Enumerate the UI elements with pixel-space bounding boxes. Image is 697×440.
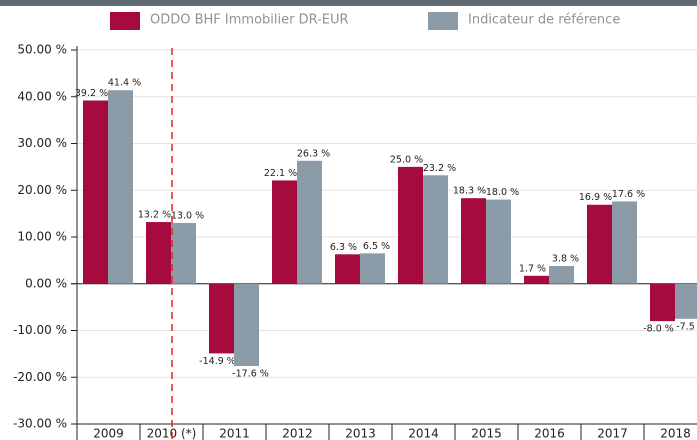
x-tick-label: 2014 bbox=[408, 427, 439, 440]
y-tick-label: -30.00 % bbox=[13, 417, 67, 431]
value-label: 41.4 % bbox=[108, 78, 141, 89]
bar bbox=[675, 283, 697, 319]
value-label: 6.5 % bbox=[363, 241, 390, 252]
bar bbox=[297, 160, 322, 284]
bar bbox=[650, 283, 675, 322]
bar bbox=[83, 100, 108, 284]
y-tick-label: 50.00 % bbox=[17, 43, 67, 57]
x-tick-label: 2012 bbox=[282, 427, 313, 440]
legend-swatch bbox=[428, 12, 458, 30]
value-label: 39.2 % bbox=[75, 88, 108, 99]
value-label: 23.2 % bbox=[423, 163, 456, 174]
y-tick-label: -10.00 % bbox=[13, 323, 67, 337]
y-tick-label: 0.00 % bbox=[25, 276, 67, 290]
bar bbox=[146, 222, 171, 284]
value-label: 3.8 % bbox=[552, 253, 579, 264]
value-label: 1.7 % bbox=[519, 263, 546, 274]
value-label: -14.9 % bbox=[199, 356, 236, 367]
y-tick-label: 30.00 % bbox=[17, 136, 67, 150]
bar bbox=[587, 204, 612, 284]
bar bbox=[209, 283, 234, 354]
value-label: 6.3 % bbox=[330, 242, 357, 253]
bar bbox=[398, 166, 423, 284]
value-label: 26.3 % bbox=[297, 148, 330, 159]
bar bbox=[524, 275, 549, 284]
bar bbox=[486, 199, 511, 284]
bar bbox=[612, 201, 637, 284]
value-label: 25.0 % bbox=[390, 154, 423, 165]
value-label: 18.3 % bbox=[453, 186, 486, 197]
bar bbox=[171, 222, 196, 284]
legend-label: ODDO BHF Immobilier DR-EUR bbox=[150, 13, 349, 28]
value-label: -17.6 % bbox=[232, 369, 269, 380]
y-tick-label: 10.00 % bbox=[17, 230, 67, 244]
y-tick-label: 40.00 % bbox=[17, 89, 67, 103]
legend-label: Indicateur de référence bbox=[468, 13, 620, 28]
value-label: 18.0 % bbox=[486, 187, 519, 198]
y-tick-label: 20.00 % bbox=[17, 183, 67, 197]
legend-swatch bbox=[110, 12, 140, 30]
value-label: 16.9 % bbox=[579, 192, 612, 203]
value-label: 22.1 % bbox=[264, 168, 297, 179]
bar bbox=[461, 198, 486, 284]
x-tick-label: 2013 bbox=[345, 427, 376, 440]
bar bbox=[234, 283, 259, 367]
value-label: 13.0 % bbox=[171, 210, 204, 221]
x-tick-label: 2011 bbox=[219, 427, 250, 440]
value-label: 17.6 % bbox=[612, 189, 645, 200]
bar bbox=[272, 180, 297, 284]
x-tick-label: 2009 bbox=[93, 427, 124, 440]
bar bbox=[108, 90, 133, 284]
x-tick-label: 2016 bbox=[534, 427, 565, 440]
bar bbox=[423, 175, 448, 284]
bar bbox=[360, 253, 385, 284]
x-tick-label: 2015 bbox=[471, 427, 502, 440]
bar bbox=[335, 254, 360, 284]
bar bbox=[549, 265, 574, 284]
value-label: -7.5 % bbox=[676, 321, 697, 332]
value-label: -8.0 % bbox=[643, 324, 674, 335]
y-tick-label: -20.00 % bbox=[13, 370, 67, 384]
x-tick-label: 2017 bbox=[597, 427, 628, 440]
top-bar bbox=[0, 0, 697, 6]
x-tick-label: 2018 bbox=[660, 427, 691, 440]
value-label: 13.2 % bbox=[138, 210, 171, 221]
